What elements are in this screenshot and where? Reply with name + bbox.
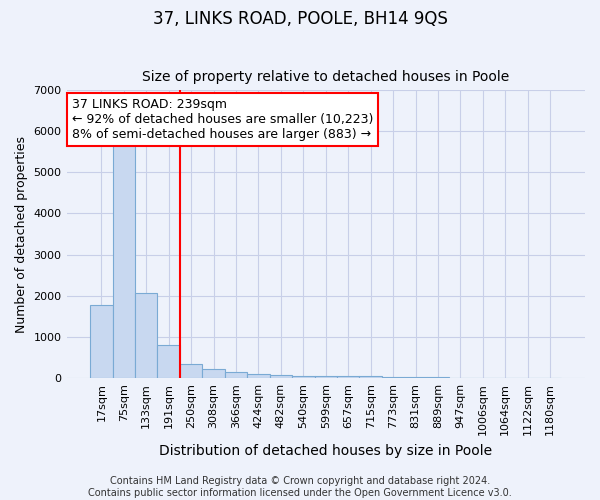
Bar (337, 376, 359, 378)
Bar (90, 305, 113, 378)
Bar (202, 369, 225, 378)
Bar (269, 374, 292, 378)
Bar (113, 142, 135, 378)
Y-axis label: Number of detached properties: Number of detached properties (15, 136, 28, 332)
Bar (225, 372, 247, 378)
Bar (382, 377, 404, 378)
Bar (359, 376, 382, 378)
Bar (135, 293, 157, 378)
Text: 37, LINKS ROAD, POOLE, BH14 9QS: 37, LINKS ROAD, POOLE, BH14 9QS (152, 10, 448, 28)
Title: Size of property relative to detached houses in Poole: Size of property relative to detached ho… (142, 70, 509, 85)
Bar (247, 374, 269, 378)
Text: 37 LINKS ROAD: 239sqm
← 92% of detached houses are smaller (10,223)
8% of semi-d: 37 LINKS ROAD: 239sqm ← 92% of detached … (72, 98, 373, 142)
X-axis label: Distribution of detached houses by size in Poole: Distribution of detached houses by size … (159, 444, 493, 458)
Bar (292, 376, 314, 378)
Text: Contains HM Land Registry data © Crown copyright and database right 2024.
Contai: Contains HM Land Registry data © Crown c… (88, 476, 512, 498)
Bar (180, 364, 202, 378)
Bar (157, 345, 180, 378)
Bar (314, 376, 337, 378)
